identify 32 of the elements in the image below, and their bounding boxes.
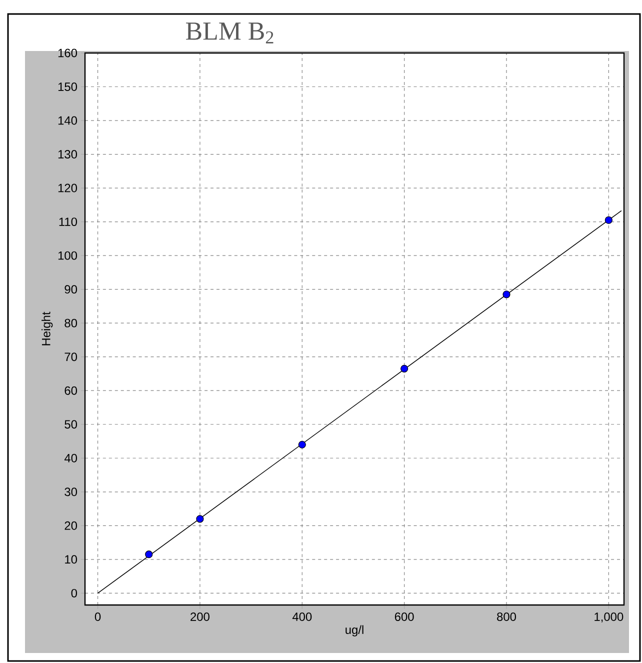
y-tick-label: 0 [71,588,78,598]
y-tick-label: 30 [64,488,78,496]
y-tick-label: 80 [64,318,78,328]
y-tick-label: 10 [65,555,78,564]
point [298,440,306,448]
x-tick-label: 200 [190,612,210,621]
point [604,216,612,224]
y-tick-label: 50 [64,420,78,429]
point [196,515,204,523]
x-axis-title: ug/l [346,625,364,636]
y-tick-label: 110 [59,218,78,226]
x-tick-label: 600 [394,612,414,621]
y-tick-label: 60 [64,386,78,395]
x-tick-label: 1,000 [594,612,624,622]
y-tick-label: 90 [64,285,78,294]
point [502,290,510,298]
point [400,364,408,372]
point [145,550,153,558]
y-tick-label: 160 [58,48,78,58]
y-tick-label: 130 [58,150,78,158]
x-tick-label: 800 [497,612,516,621]
chart-title: BLM B$_{2}$ [186,22,274,44]
y-tick-label: 140 [58,116,78,125]
y-tick-label: 100 [58,251,78,260]
y-tick-label: 70 [64,352,78,362]
y-tick-label: 150 [58,82,78,91]
y-tick-label: 40 [64,454,78,462]
y-axis-title: Height [42,312,53,346]
y-tick-label: 20 [64,521,78,530]
x-tick-label: 400 [292,612,312,621]
y-tick-label: 120 [58,184,78,192]
x-tick-label: 0 [94,612,101,621]
